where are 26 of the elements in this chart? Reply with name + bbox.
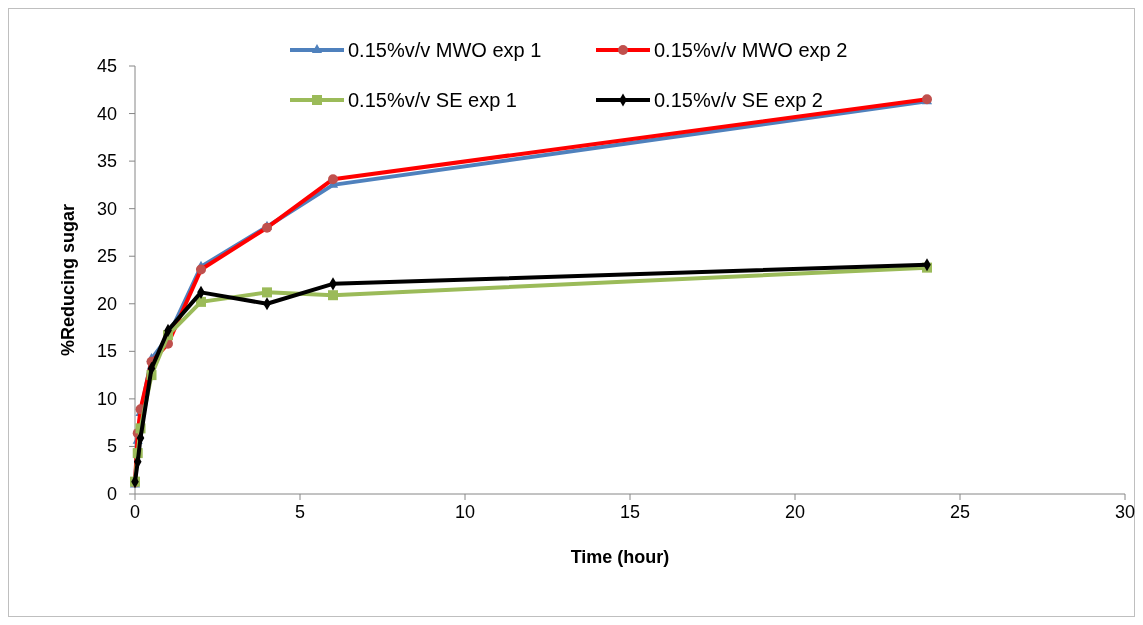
y-tick-label: 35	[96, 151, 117, 172]
x-tick-label: 0	[129, 502, 141, 522]
x-tick-label: 10	[454, 502, 476, 522]
y-tick-label: 25	[96, 246, 117, 267]
x-tick-label: 25	[949, 502, 971, 522]
x-tick-label: 15	[619, 502, 641, 522]
y-tick-label: 40	[96, 103, 117, 124]
legend-label: 0.15%v/v MWO exp 1	[348, 39, 542, 61]
x-tick-label: 5	[294, 502, 306, 522]
y-tick-label: 30	[96, 198, 117, 219]
point	[196, 296, 206, 307]
legend-label: 0.15%v/v SE exp 2	[654, 89, 823, 111]
point	[328, 290, 338, 301]
x-tick-label: 30	[1114, 502, 1136, 522]
y-tick-label: 45	[96, 56, 117, 76]
y-tick-label: 20	[96, 293, 117, 314]
x-tick-label: 20	[784, 502, 806, 522]
y-tick-label: 0	[106, 484, 117, 504]
y-axis-title: %Reducing sugar	[58, 203, 78, 357]
y-tick-label: 10	[96, 388, 117, 409]
point	[262, 287, 272, 298]
legend-label: 0.15%v/v MWO exp 2	[654, 39, 848, 61]
y-tick-label: 5	[106, 436, 117, 457]
x-axis-title: Time (hour)	[570, 547, 670, 567]
legend-label: 0.15%v/v SE exp 1	[348, 89, 517, 111]
y-tick-label: 15	[96, 341, 117, 362]
